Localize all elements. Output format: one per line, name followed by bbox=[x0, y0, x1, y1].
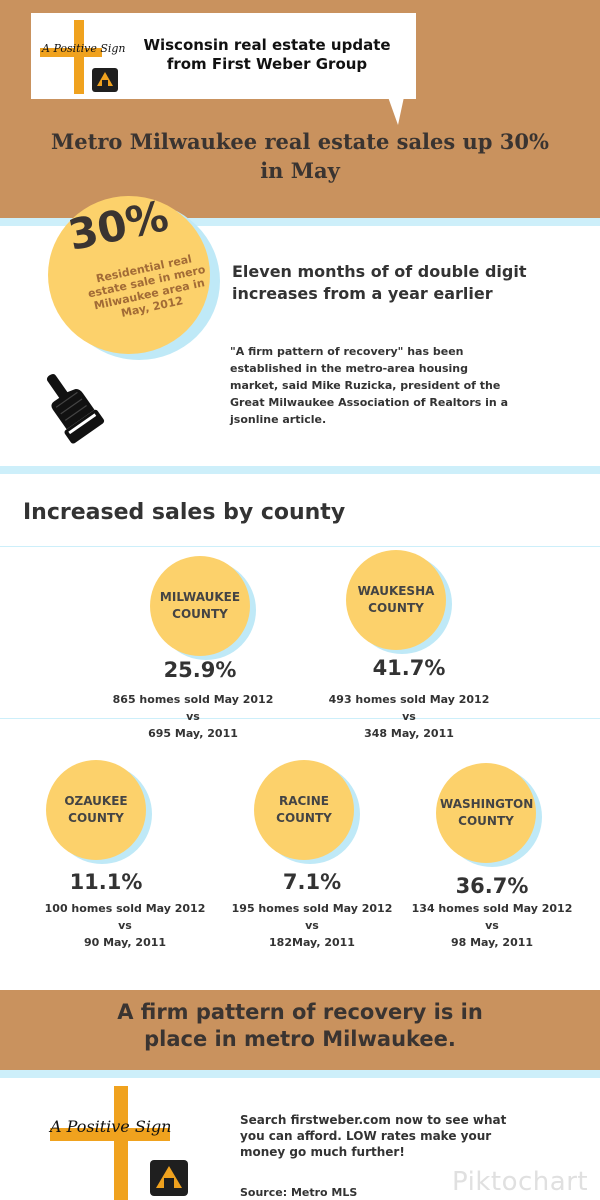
county-details-line-3: 90 May, 2011 bbox=[83, 936, 167, 949]
county-details-line-2: vs bbox=[305, 919, 319, 932]
county-name-line-1: OZAUKEE bbox=[64, 794, 128, 808]
logo-text: A Positive Sign bbox=[41, 42, 126, 55]
divider-bar bbox=[0, 466, 600, 474]
summary-line-2: place in metro Milwaukee. bbox=[144, 1027, 456, 1051]
county-details-line-2: vs bbox=[186, 710, 200, 723]
hand-cuff bbox=[64, 409, 105, 444]
county-heading: Increased sales by county bbox=[23, 500, 346, 525]
logo-cross-horizontal bbox=[40, 48, 102, 57]
county-details-line-3: 695 May, 2011 bbox=[148, 727, 238, 740]
county-name: WAUKESHA COUNTY bbox=[350, 583, 442, 617]
county-circle-racine: RACINE COUNTY bbox=[254, 760, 360, 864]
county-name-line-1: WASHINGTON bbox=[440, 797, 534, 811]
logo-text: A Positive Sign bbox=[48, 1117, 171, 1136]
county-details: 195 homes sold May 2012 vs 182May, 2011 bbox=[212, 900, 412, 951]
quote-line-4: Great Milwaukee Association of Realtors … bbox=[230, 396, 508, 409]
county-percent: 41.7% bbox=[372, 656, 446, 680]
county-details: 134 homes sold May 2012 vs 98 May, 2011 bbox=[392, 900, 592, 951]
county-details-line-3: 98 May, 2011 bbox=[450, 936, 534, 949]
logo-badge-mark bbox=[97, 72, 113, 86]
county-percent: 11.1% bbox=[69, 870, 143, 894]
county-circle-fill: WAUKESHA COUNTY bbox=[346, 550, 446, 650]
county-details: 865 homes sold May 2012 vs 695 May, 2011 bbox=[93, 691, 293, 742]
logo-cross-horizontal bbox=[50, 1128, 170, 1141]
county-name-line-2: COUNTY bbox=[458, 814, 514, 828]
source-text: Source: Metro MLS bbox=[240, 1186, 358, 1199]
county-name: MILWAUKEE COUNTY bbox=[154, 589, 246, 623]
logo-badge-mark bbox=[156, 1166, 182, 1188]
county-details-line-1: 865 homes sold May 2012 bbox=[112, 693, 274, 706]
county-percent: 25.9% bbox=[163, 658, 237, 682]
bubble-line-1: Wisconsin real estate update bbox=[143, 36, 391, 54]
county-name-line-2: COUNTY bbox=[68, 811, 124, 825]
county-circle-waukesha: WAUKESHA COUNTY bbox=[346, 550, 452, 654]
county-name-line-2: COUNTY bbox=[172, 607, 228, 621]
county-circle-fill: OZAUKEE COUNTY bbox=[46, 760, 146, 860]
county-details-line-1: 100 homes sold May 2012 bbox=[44, 902, 206, 915]
county-circle-fill: RACINE COUNTY bbox=[254, 760, 354, 860]
county-details: 493 homes sold May 2012 vs 348 May, 2011 bbox=[309, 691, 509, 742]
cta-text: Search firstweber.com now to see what yo… bbox=[240, 1112, 560, 1160]
county-name-line-2: COUNTY bbox=[276, 811, 332, 825]
county-name-line-1: RACINE bbox=[278, 794, 330, 808]
page-headline: Metro Milwaukee real estate sales up 30%… bbox=[0, 127, 600, 185]
county-details: 100 homes sold May 2012 vs 90 May, 2011 bbox=[25, 900, 225, 951]
pointing-hand-icon bbox=[46, 373, 105, 444]
county-details-line-1: 134 homes sold May 2012 bbox=[411, 902, 573, 915]
speech-bubble-tail bbox=[388, 97, 404, 125]
quote-line-2: established in the metro-area housing bbox=[230, 362, 468, 375]
summary-text: A firm pattern of recovery is in place i… bbox=[0, 999, 600, 1053]
county-details-line-1: 493 homes sold May 2012 bbox=[328, 693, 490, 706]
county-name: WASHINGTON COUNTY bbox=[440, 796, 534, 830]
cta-line-3: money go much further! bbox=[240, 1145, 405, 1159]
county-percent: 36.7% bbox=[455, 874, 529, 898]
headline-line-1: Metro Milwaukee real estate sales up 30% bbox=[51, 129, 549, 154]
county-circle-ozaukee: OZAUKEE COUNTY bbox=[46, 760, 152, 864]
county-name: RACINE COUNTY bbox=[258, 793, 350, 827]
logo-badge-notch bbox=[164, 1178, 174, 1188]
cta-line-1: Search firstweber.com now to see what bbox=[240, 1113, 507, 1127]
stat-heading-line-1: Eleven months of of double digit bbox=[232, 262, 527, 281]
hand-shape bbox=[46, 373, 95, 430]
county-name: OZAUKEE COUNTY bbox=[50, 793, 142, 827]
county-details-line-2: vs bbox=[118, 919, 132, 932]
stat-heading: Eleven months of of double digit increas… bbox=[232, 261, 572, 305]
divider-bar bbox=[0, 1070, 600, 1078]
stat-circle bbox=[48, 196, 210, 354]
bubble-line-2: from First Weber Group bbox=[166, 55, 368, 73]
piktochart-watermark: Piktochart bbox=[452, 1167, 589, 1197]
cta-line-2: you can afford. LOW rates make your bbox=[240, 1129, 492, 1143]
positive-sign-logo: A Positive Sign bbox=[40, 20, 126, 94]
divider-line bbox=[0, 718, 600, 719]
quote-line-3: market, said Mike Ruzicka, president of … bbox=[230, 379, 501, 392]
summary-line-1: A firm pattern of recovery is in bbox=[117, 1000, 483, 1024]
county-circle-fill: WASHINGTON COUNTY bbox=[436, 763, 536, 863]
hand-cuff-line bbox=[68, 413, 97, 435]
logo-cross-vertical bbox=[114, 1086, 128, 1200]
county-name-line-2: COUNTY bbox=[368, 601, 424, 615]
county-circle-fill: MILWAUKEE COUNTY bbox=[150, 556, 250, 656]
county-circle-washington: WASHINGTON COUNTY bbox=[436, 763, 542, 867]
county-details-line-2: vs bbox=[485, 919, 499, 932]
quote-line-1: "A firm pattern of recovery" has been bbox=[230, 345, 464, 358]
stat-heading-line-2: increases from a year earlier bbox=[232, 284, 493, 303]
county-details-line-2: vs bbox=[402, 710, 416, 723]
logo-badge-notch bbox=[102, 80, 108, 86]
headline-line-2: in May bbox=[260, 158, 340, 183]
county-name-line-1: WAUKESHA bbox=[357, 584, 435, 598]
divider-line bbox=[0, 546, 600, 547]
county-name-line-1: MILWAUKEE bbox=[159, 590, 241, 604]
divider-bar bbox=[0, 218, 600, 226]
positive-sign-logo: A Positive Sign bbox=[48, 1086, 188, 1200]
summary-band bbox=[0, 990, 600, 1070]
county-circle-milwaukee: MILWAUKEE COUNTY bbox=[150, 556, 256, 660]
county-details-line-1: 195 homes sold May 2012 bbox=[231, 902, 393, 915]
county-details-line-3: 348 May, 2011 bbox=[364, 727, 454, 740]
county-details-line-3: 182May, 2011 bbox=[269, 936, 355, 949]
hand-fingers bbox=[55, 391, 87, 421]
quote-line-5: jsonline article. bbox=[230, 413, 327, 426]
county-percent: 7.1% bbox=[282, 870, 342, 894]
quote-text: "A firm pattern of recovery" has been es… bbox=[230, 343, 520, 428]
bubble-title: Wisconsin real estate update from First … bbox=[132, 36, 402, 74]
